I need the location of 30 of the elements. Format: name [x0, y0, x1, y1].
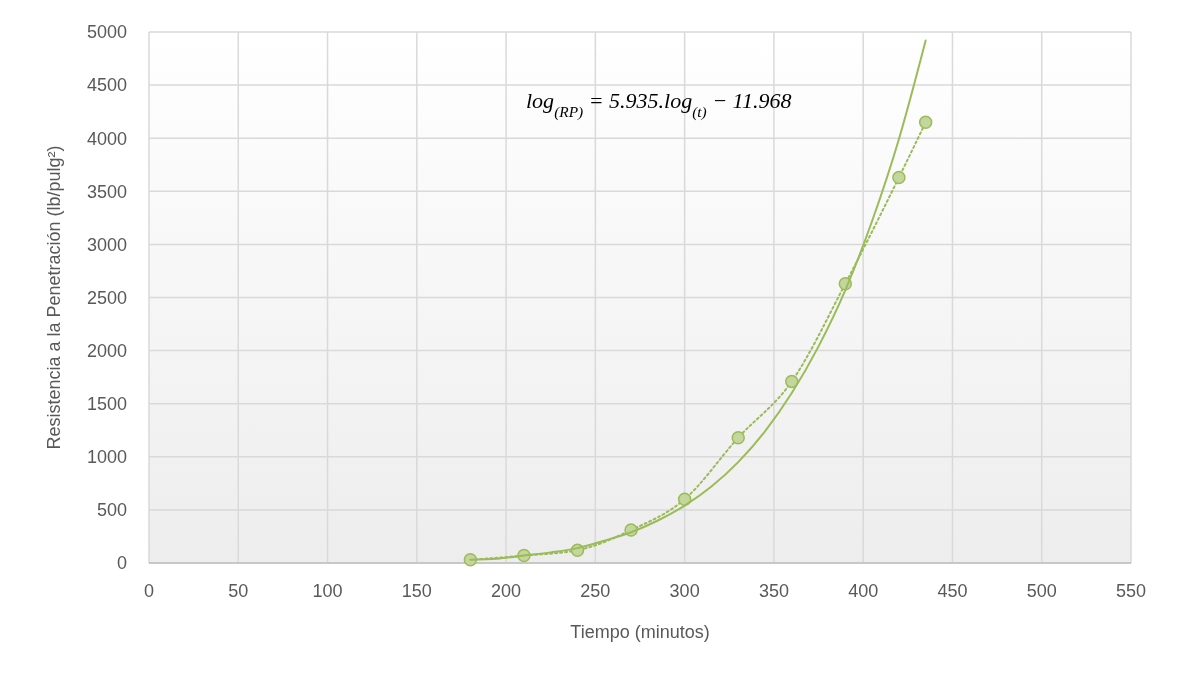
point — [731, 430, 745, 445]
x-tick-label: 450 — [937, 581, 968, 601]
x-tick-label: 550 — [1115, 581, 1147, 601]
x-tick-label: 300 — [669, 581, 700, 601]
x-tick-label: 200 — [491, 581, 522, 601]
y-tick-label: 4500 — [86, 75, 127, 96]
x-tick-label: 500 — [1026, 581, 1057, 601]
y-tick-label: 1000 — [86, 447, 127, 468]
y-tick-label: 4000 — [86, 128, 127, 149]
x-axis-title: Tiempo (minutos) — [570, 622, 710, 642]
point — [918, 115, 933, 130]
x-tick-label: 0 — [143, 581, 155, 601]
x-tick-label: 50 — [228, 581, 249, 601]
x-tick-label: 400 — [848, 581, 879, 601]
y-tick-label: 2500 — [86, 287, 127, 308]
y-tick-label: 1500 — [86, 394, 127, 414]
x-tick-label: 100 — [312, 581, 343, 601]
y-axis-title: Resistencia a la Penetración (lb/pulg²) — [44, 145, 64, 450]
y-tick-label: 500 — [96, 500, 127, 521]
x-tick-label: 150 — [401, 581, 432, 601]
point — [785, 374, 799, 389]
x-tick-label: 250 — [580, 581, 611, 601]
x-tick-label: 350 — [758, 581, 789, 601]
point — [892, 170, 906, 185]
y-tick-label: 0 — [116, 553, 127, 574]
annotation: log$_{(RP)}$ = 5.935.log$_{(t)}$ − 11.968 — [526, 88, 792, 121]
y-tick-label: 3000 — [86, 234, 127, 255]
y-tick-label: 5000 — [86, 22, 127, 43]
y-tick-label: 2000 — [86, 340, 127, 361]
y-tick-label: 3500 — [86, 181, 127, 202]
